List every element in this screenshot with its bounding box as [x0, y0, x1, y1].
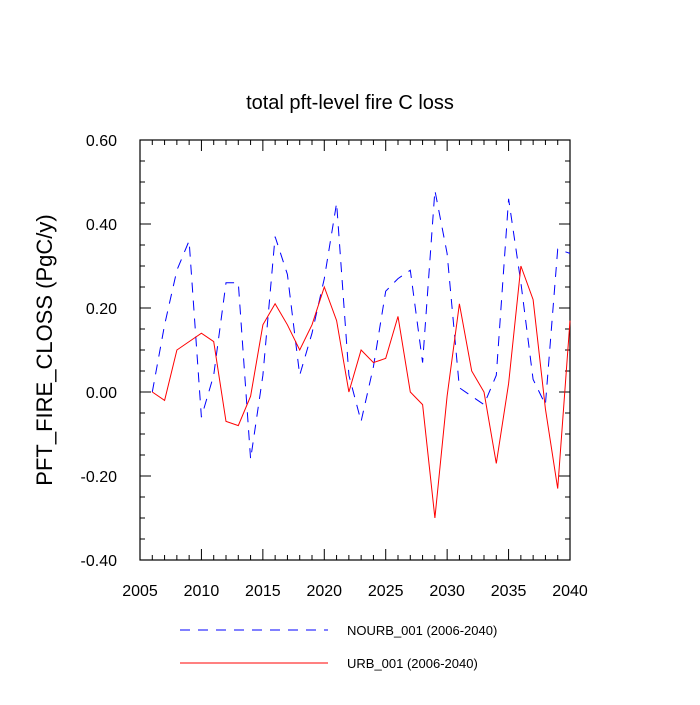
- legend: NOURB_001 (2006-2040) URB_001 (2006-2040): [180, 623, 497, 671]
- legend-label: URB_001 (2006-2040): [347, 656, 478, 671]
- plot-frame: [139, 139, 571, 561]
- y-tick-label: 0.20: [86, 301, 117, 318]
- x-tick-label: 2030: [429, 583, 465, 600]
- x-tick-label: 2040: [552, 583, 588, 600]
- x-tick-label: 2005: [122, 583, 158, 600]
- series-line-nourb: [151, 190, 571, 460]
- y-axis-label: PFT_FIRE_CLOSS (PgC/y): [32, 214, 57, 485]
- x-tick-label: 2010: [184, 583, 220, 600]
- y-tick-label: -0.40: [81, 553, 118, 570]
- y-tick-label: 0.40: [86, 217, 117, 234]
- y-tick-label: -0.20: [81, 469, 118, 486]
- x-tick-label: 2035: [491, 583, 527, 600]
- y-tick-label: 0.60: [86, 133, 117, 150]
- chart-title: total pft-level fire C loss: [246, 92, 454, 114]
- x-tick-label: 2020: [306, 583, 342, 600]
- axes: 2005 2010 2015 2020 2025 2030 2035 2040 -0.40 -0.…: [81, 133, 588, 600]
- series-line-urb: [152, 265, 571, 519]
- x-tick-label: 2025: [368, 583, 404, 600]
- legend-label: NOURB_001 (2006-2040): [347, 623, 497, 638]
- series-lines: [151, 190, 571, 519]
- y-tick-label: 0.00: [86, 385, 117, 402]
- x-tick-label: 2015: [245, 583, 281, 600]
